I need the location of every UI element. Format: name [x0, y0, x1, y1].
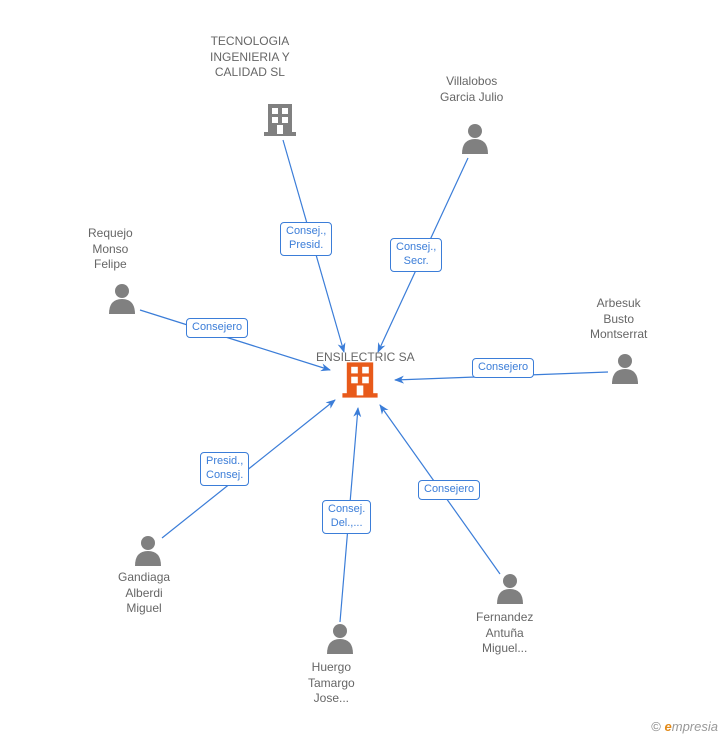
person-icon	[612, 354, 638, 384]
brand-first-letter: e	[665, 719, 672, 734]
node-label-requejo: Requejo Monso Felipe	[88, 226, 133, 273]
center-company-icon	[342, 362, 377, 397]
person-icon	[135, 536, 161, 566]
diagram-canvas: ENSILECTRIC SA TECNOLOGIA INGENIERIA Y C…	[0, 0, 728, 740]
watermark: © empresia	[651, 719, 718, 734]
edge-label-villalobos: Consej., Secr.	[390, 238, 442, 272]
person-icon	[462, 124, 488, 154]
edge-label-huergo: Consej. Del.,...	[322, 500, 371, 534]
node-label-huergo: Huergo Tamargo Jose...	[308, 660, 355, 707]
edge-label-fernandez: Consejero	[418, 480, 480, 500]
person-icon	[109, 284, 135, 314]
edge-label-arbesuk: Consejero	[472, 358, 534, 378]
edge-label-tecnologia: Consej., Presid.	[280, 222, 332, 256]
icons-group	[109, 104, 638, 654]
edges-group	[140, 140, 608, 622]
node-label-tecnologia: TECNOLOGIA INGENIERIA Y CALIDAD SL	[210, 34, 290, 81]
center-node-label: ENSILECTRIC SA	[316, 350, 415, 364]
node-label-villalobos: Villalobos Garcia Julio	[440, 74, 503, 105]
node-label-fernandez: Fernandez Antuña Miguel...	[476, 610, 533, 657]
person-icon	[327, 624, 353, 654]
person-icon	[497, 574, 523, 604]
node-label-arbesuk: Arbesuk Busto Montserrat	[590, 296, 647, 343]
edge-label-gandiaga: Presid., Consej.	[200, 452, 249, 486]
copyright-symbol: ©	[651, 719, 661, 734]
brand-rest: mpresia	[672, 719, 718, 734]
node-label-gandiaga: Gandiaga Alberdi Miguel	[118, 570, 170, 617]
company-icon	[264, 104, 296, 136]
edge-label-requejo: Consejero	[186, 318, 248, 338]
svg-layer	[0, 0, 728, 740]
